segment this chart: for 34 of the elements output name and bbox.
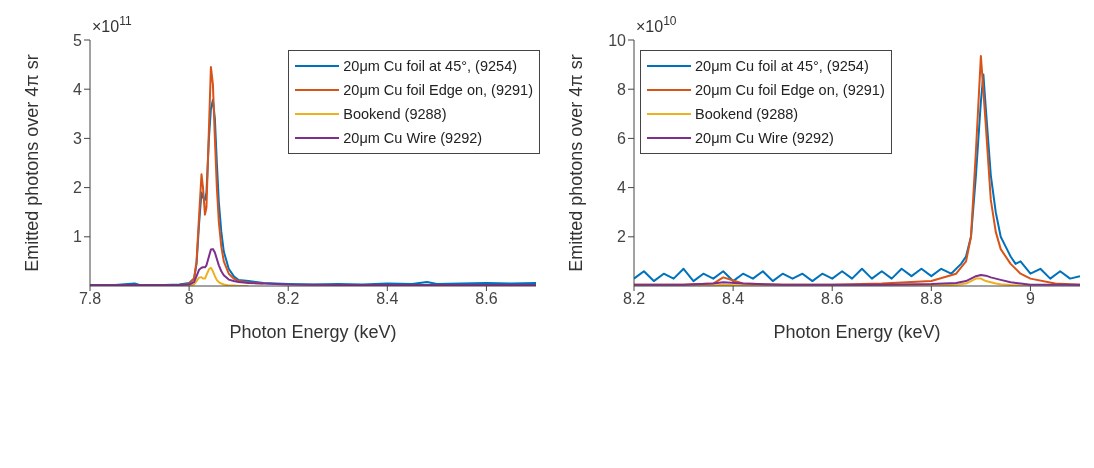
text: ×10$^{11}$ (92, 14, 132, 35)
y-tick-label: 5 (73, 31, 83, 49)
y-tick-label: 4 (617, 179, 627, 197)
legend-label: 20μm Cu foil Edge on, (9291) (695, 82, 885, 98)
x-axis-title: Photon Energy (keV) (229, 322, 397, 342)
y-tick-label: 6 (617, 130, 627, 148)
legend-label: Bookend (9288) (695, 106, 799, 122)
x-tick-label: 8.6 (475, 290, 498, 308)
y-tick-label: 4 (73, 80, 83, 98)
x-tick-label: 8.2 (277, 290, 300, 308)
y-tick-label: 1 (73, 228, 83, 246)
x-tick-label: 8.8 (920, 290, 943, 308)
legend-label: 20μm Cu foil Edge on, (9291) (343, 82, 533, 98)
y-tick-label: 3 (73, 130, 83, 148)
y-tick-label: 2 (617, 228, 627, 246)
y-tick-label: 8 (617, 80, 627, 98)
legend-label: Bookend (9288) (343, 106, 447, 122)
legend-label: 20μm Cu foil at 45°, (9254) (695, 58, 869, 74)
x-tick-label: 8.4 (376, 290, 399, 308)
y-tick-label: 10 (608, 31, 627, 49)
x-tick-label: 8.2 (622, 290, 646, 308)
y-axis-title: Emitted photons over 4π sr (566, 54, 587, 272)
y-axis-title: Emitted photons over 4π sr (22, 54, 43, 272)
text: ×10$^{10}$ (636, 14, 677, 35)
legend-label: 20μm Cu Wire (9292) (343, 130, 483, 146)
x-axis-title: Photon Energy (keV) (773, 322, 941, 342)
x-tick-label: 8.6 (821, 290, 844, 308)
legend-label: 20μm Cu foil at 45°, (9254) (343, 58, 518, 74)
x-tick-label: 9 (1025, 290, 1035, 308)
legend-label: 20μm Cu Wire (9292) (695, 130, 834, 146)
x-tick-label: 7.8 (78, 290, 102, 308)
y-tick-label: 2 (73, 179, 83, 197)
x-tick-label: 8.4 (721, 290, 745, 308)
x-tick-label: 8 (184, 290, 194, 308)
